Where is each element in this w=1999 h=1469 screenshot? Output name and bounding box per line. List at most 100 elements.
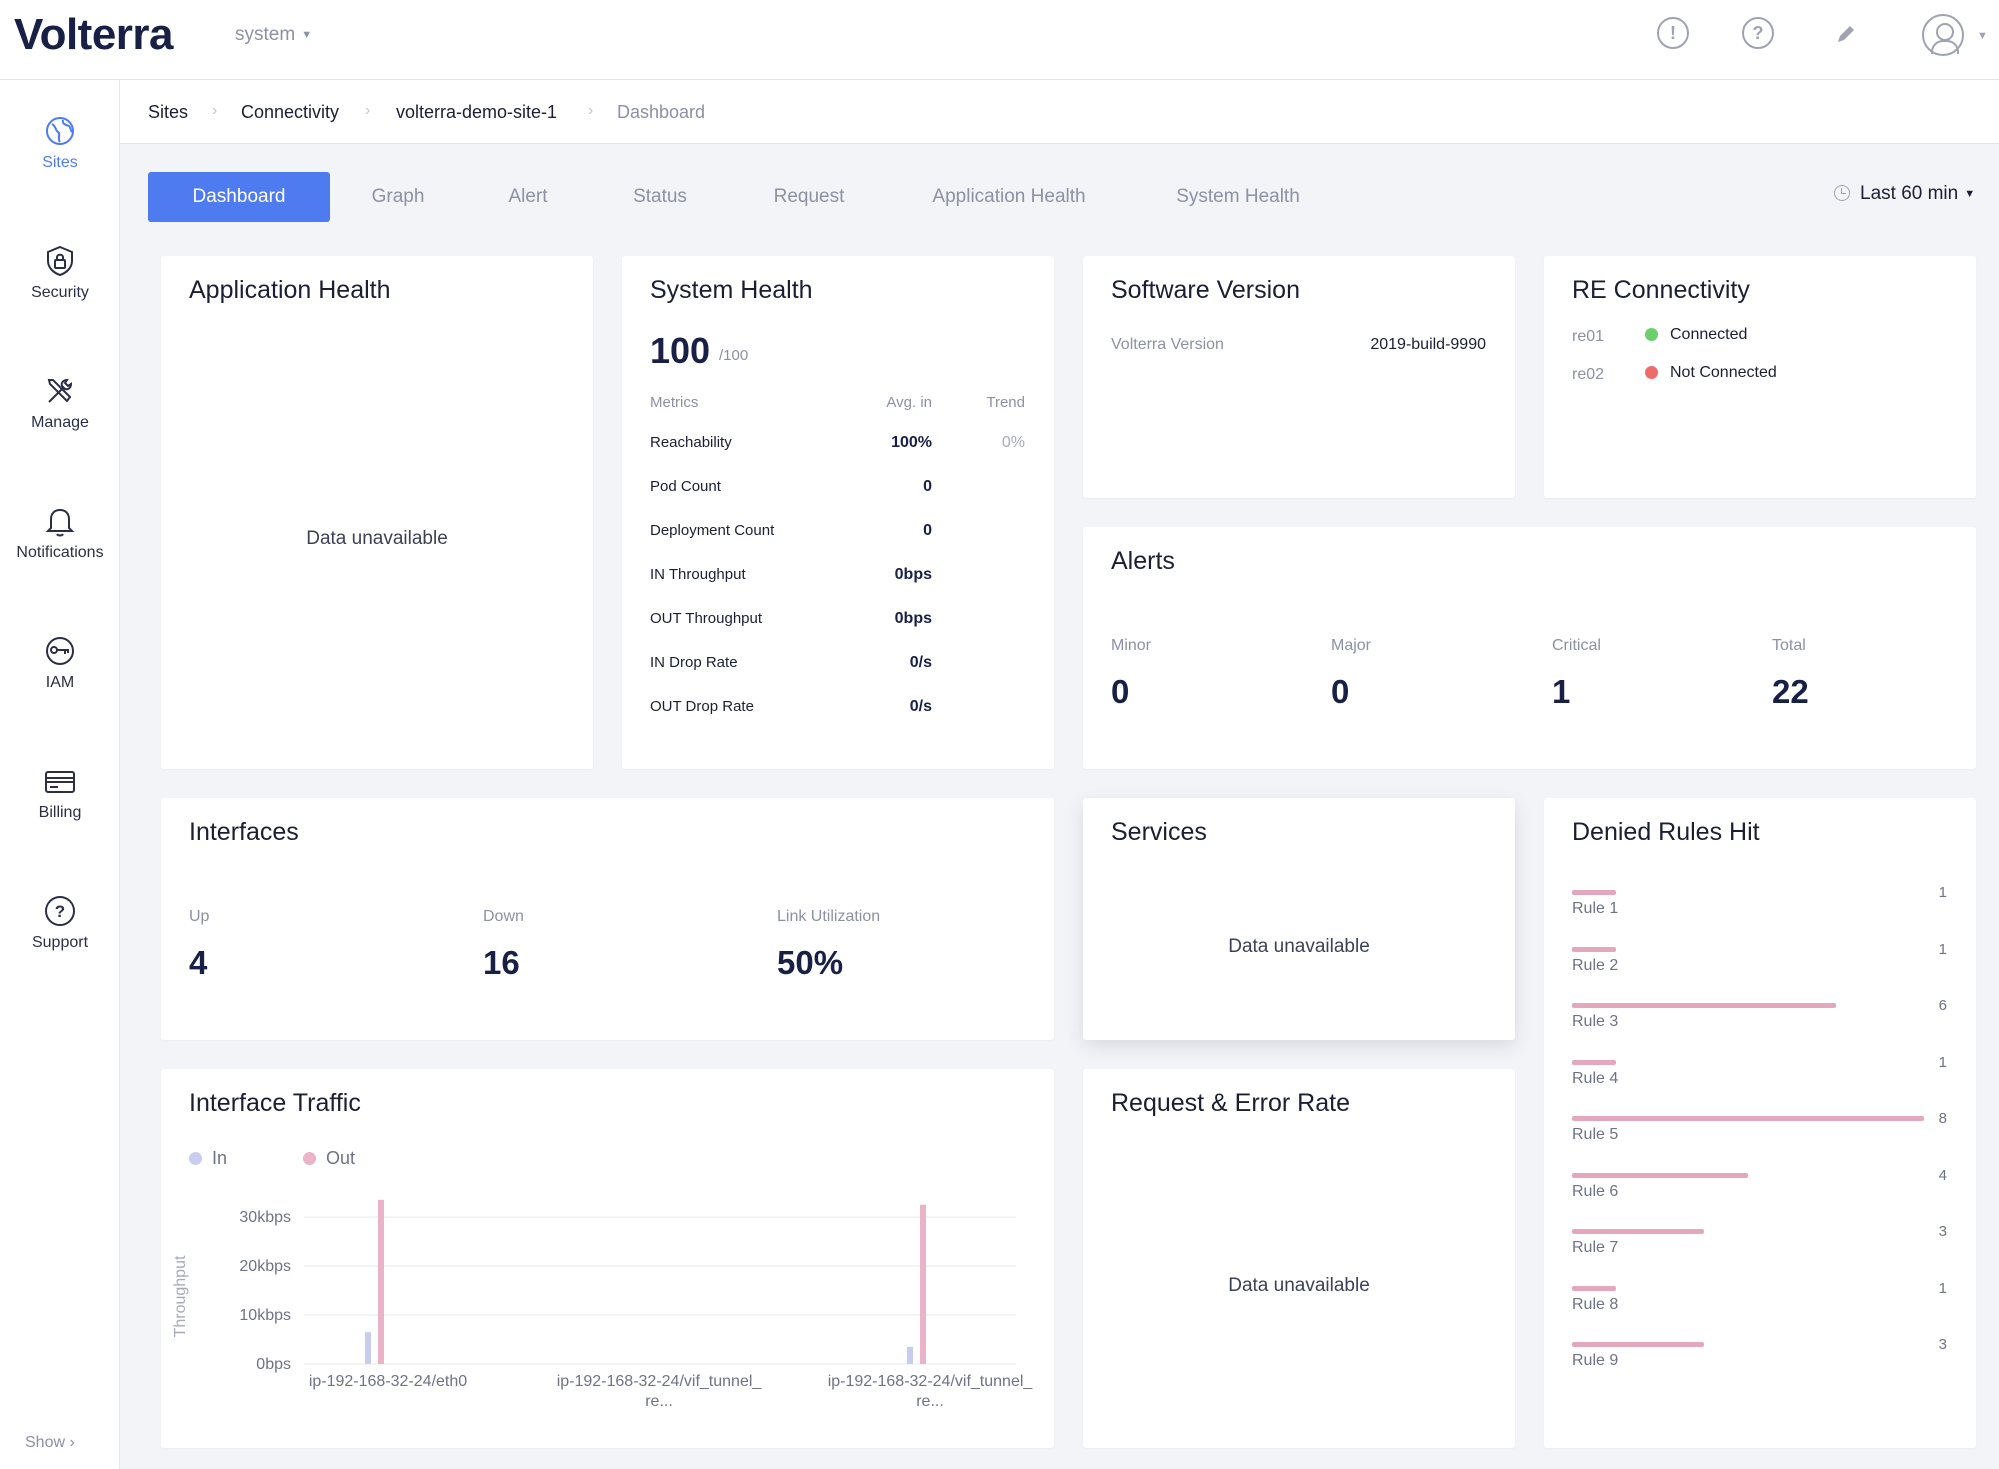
rule-row[interactable]: Rule 8 1 [1544,1280,1976,1342]
request-error-rate-card: Request & Error Rate Data unavailable [1083,1069,1515,1448]
metric-row: Reachability 100% 0% [622,422,1054,466]
metric-value: 0/s [909,654,932,671]
metric-name: Pod Count [650,478,721,495]
sidebar-item-security[interactable]: Security [0,244,120,334]
interface-stat-value: 50% [777,944,844,981]
metric-value: 0/s [909,698,932,715]
metric-row: OUT Throughput 0bps [622,598,1054,642]
tab-dashboard[interactable]: Dashboard [148,172,330,222]
alert-stat-value: 1 [1552,673,1571,710]
sidebar-item-notifications[interactable]: Notifications [0,504,120,594]
column-header-avg: Avg. in [886,394,932,411]
rule-name: Rule 6 [1572,1182,1619,1200]
sidebar-item-sites[interactable]: Sites [0,114,120,204]
rule-name: Rule 9 [1572,1352,1619,1369]
rule-name: Rule 1 [1572,900,1619,917]
shield-icon [47,245,73,277]
tab-graph[interactable]: Graph [371,186,425,207]
tab-system-health[interactable]: System Health [1176,186,1300,207]
breadcrumb-site[interactable]: volterra-demo-site-1 [396,102,558,122]
namespace-selector[interactable]: system ▼ [235,24,312,46]
chevron-right-icon: › [588,102,594,119]
rule-row[interactable]: Rule 6 4 [1544,1167,1976,1229]
bar-out [920,1204,926,1364]
rule-bar [1572,890,1616,895]
interface-stat-value: 16 [483,944,520,981]
legend-item-out[interactable]: Out [303,1148,355,1169]
interfaces-card: Interfaces Up 4 Down 16 Link Utilization… [161,798,1054,1040]
rule-value: 1 [1938,940,1947,958]
metric-trend: 0% [1001,434,1025,451]
alert-icon[interactable]: ! [1657,17,1689,49]
breadcrumb: Sites › Connectivity › volterra-demo-sit… [120,80,1999,144]
empty-state: Data unavailable [306,528,448,549]
user-avatar-icon[interactable] [1922,14,1964,56]
show-more-button[interactable]: Show › [25,1434,75,1451]
rule-row[interactable]: Rule 3 6 [1544,997,1976,1059]
rule-bar [1572,1342,1704,1347]
sidebar-item-label: Manage [31,414,89,431]
alert-stat-value: 0 [1111,673,1130,710]
breadcrumb-connectivity[interactable]: Connectivity [241,102,340,122]
metric-name: OUT Throughput [650,610,763,627]
empty-state: Data unavailable [1228,936,1370,957]
rule-row[interactable]: Rule 7 3 [1544,1223,1976,1285]
time-range-selector[interactable]: Last 60 min ▼ [1834,183,1975,205]
rule-value: 8 [1938,1110,1947,1127]
help-icon[interactable]: ? [1742,17,1774,49]
rule-row[interactable]: Rule 2 1 [1544,941,1976,1003]
denied-rules-card: Denied Rules Hit Rule 1 1 Rule 2 1 Rule 3 6 Ru… [1544,798,1976,1448]
status-dot [1645,328,1658,341]
sidebar-item-manage[interactable]: Manage [0,374,120,464]
breadcrumb-sites[interactable]: Sites [148,102,189,122]
rule-name: Rule 7 [1572,1239,1619,1256]
rule-name: Rule 2 [1572,956,1619,974]
metric-name: Reachability [650,434,732,451]
metric-value: 0 [923,522,932,539]
sidebar-item-label: Security [31,284,89,301]
sidebar-item-support[interactable]: ? Support [0,894,120,984]
card-title: Alerts [1111,547,1175,575]
rule-bar [1572,1285,1616,1291]
bar-in [907,1346,913,1364]
card-title: Interface Traffic [189,1089,361,1117]
metric-row: Deployment Count 0 [622,510,1054,554]
rule-value: 3 [1938,1223,1947,1240]
software-version-card: Software Version Volterra Version 2019-b… [1083,256,1515,498]
pen-icon[interactable] [1830,20,1860,50]
sidebar-item-iam[interactable]: IAM [0,634,120,724]
rule-row[interactable]: Rule 4 1 [1544,1054,1976,1116]
metric-value: 100% [891,434,932,451]
rule-row[interactable]: Rule 5 8 [1544,1110,1976,1172]
health-score-max: /100 [719,347,749,364]
volterra-logo[interactable]: Volterra [14,10,174,59]
metric-row: IN Throughput 0bps [622,554,1054,598]
re-name: re02 [1572,366,1605,383]
sidebar-item-billing[interactable]: Billing [0,764,120,854]
y-axis-title: Throughput [172,1255,189,1337]
rule-name: Rule 3 [1572,1013,1619,1030]
status-dot [1645,366,1658,379]
sidebar-item-label: Billing [38,804,82,821]
rule-value: 1 [1938,1279,1947,1297]
card-title: Denied Rules Hit [1572,818,1760,846]
namespace-label: system [235,24,296,45]
metric-name: Deployment Count [650,522,775,539]
rule-row[interactable]: Rule 1 1 [1544,884,1976,946]
caret-down-icon: ▼ [301,28,313,41]
metric-row: IN Drop Rate 0/s [622,642,1054,686]
tab-alert[interactable]: Alert [508,186,548,207]
alert-stat-value: 0 [1331,673,1350,710]
tab-status[interactable]: Status [633,186,687,207]
legend-item-in[interactable]: In [189,1148,227,1169]
rule-row[interactable]: Rule 9 3 [1544,1336,1976,1398]
system-health-card: System Health 100 /100 Metrics Avg. in T… [622,256,1054,769]
help-icon: ? [45,896,75,926]
column-header-trend: Trend [986,394,1025,411]
card-title: System Health [650,276,813,304]
rule-bar [1572,1172,1748,1178]
caret-down-icon[interactable]: ▼ [1977,30,1988,42]
chevron-right-icon: › [365,102,371,119]
tab-request[interactable]: Request [773,186,845,207]
tab-application-health[interactable]: Application Health [932,186,1086,207]
